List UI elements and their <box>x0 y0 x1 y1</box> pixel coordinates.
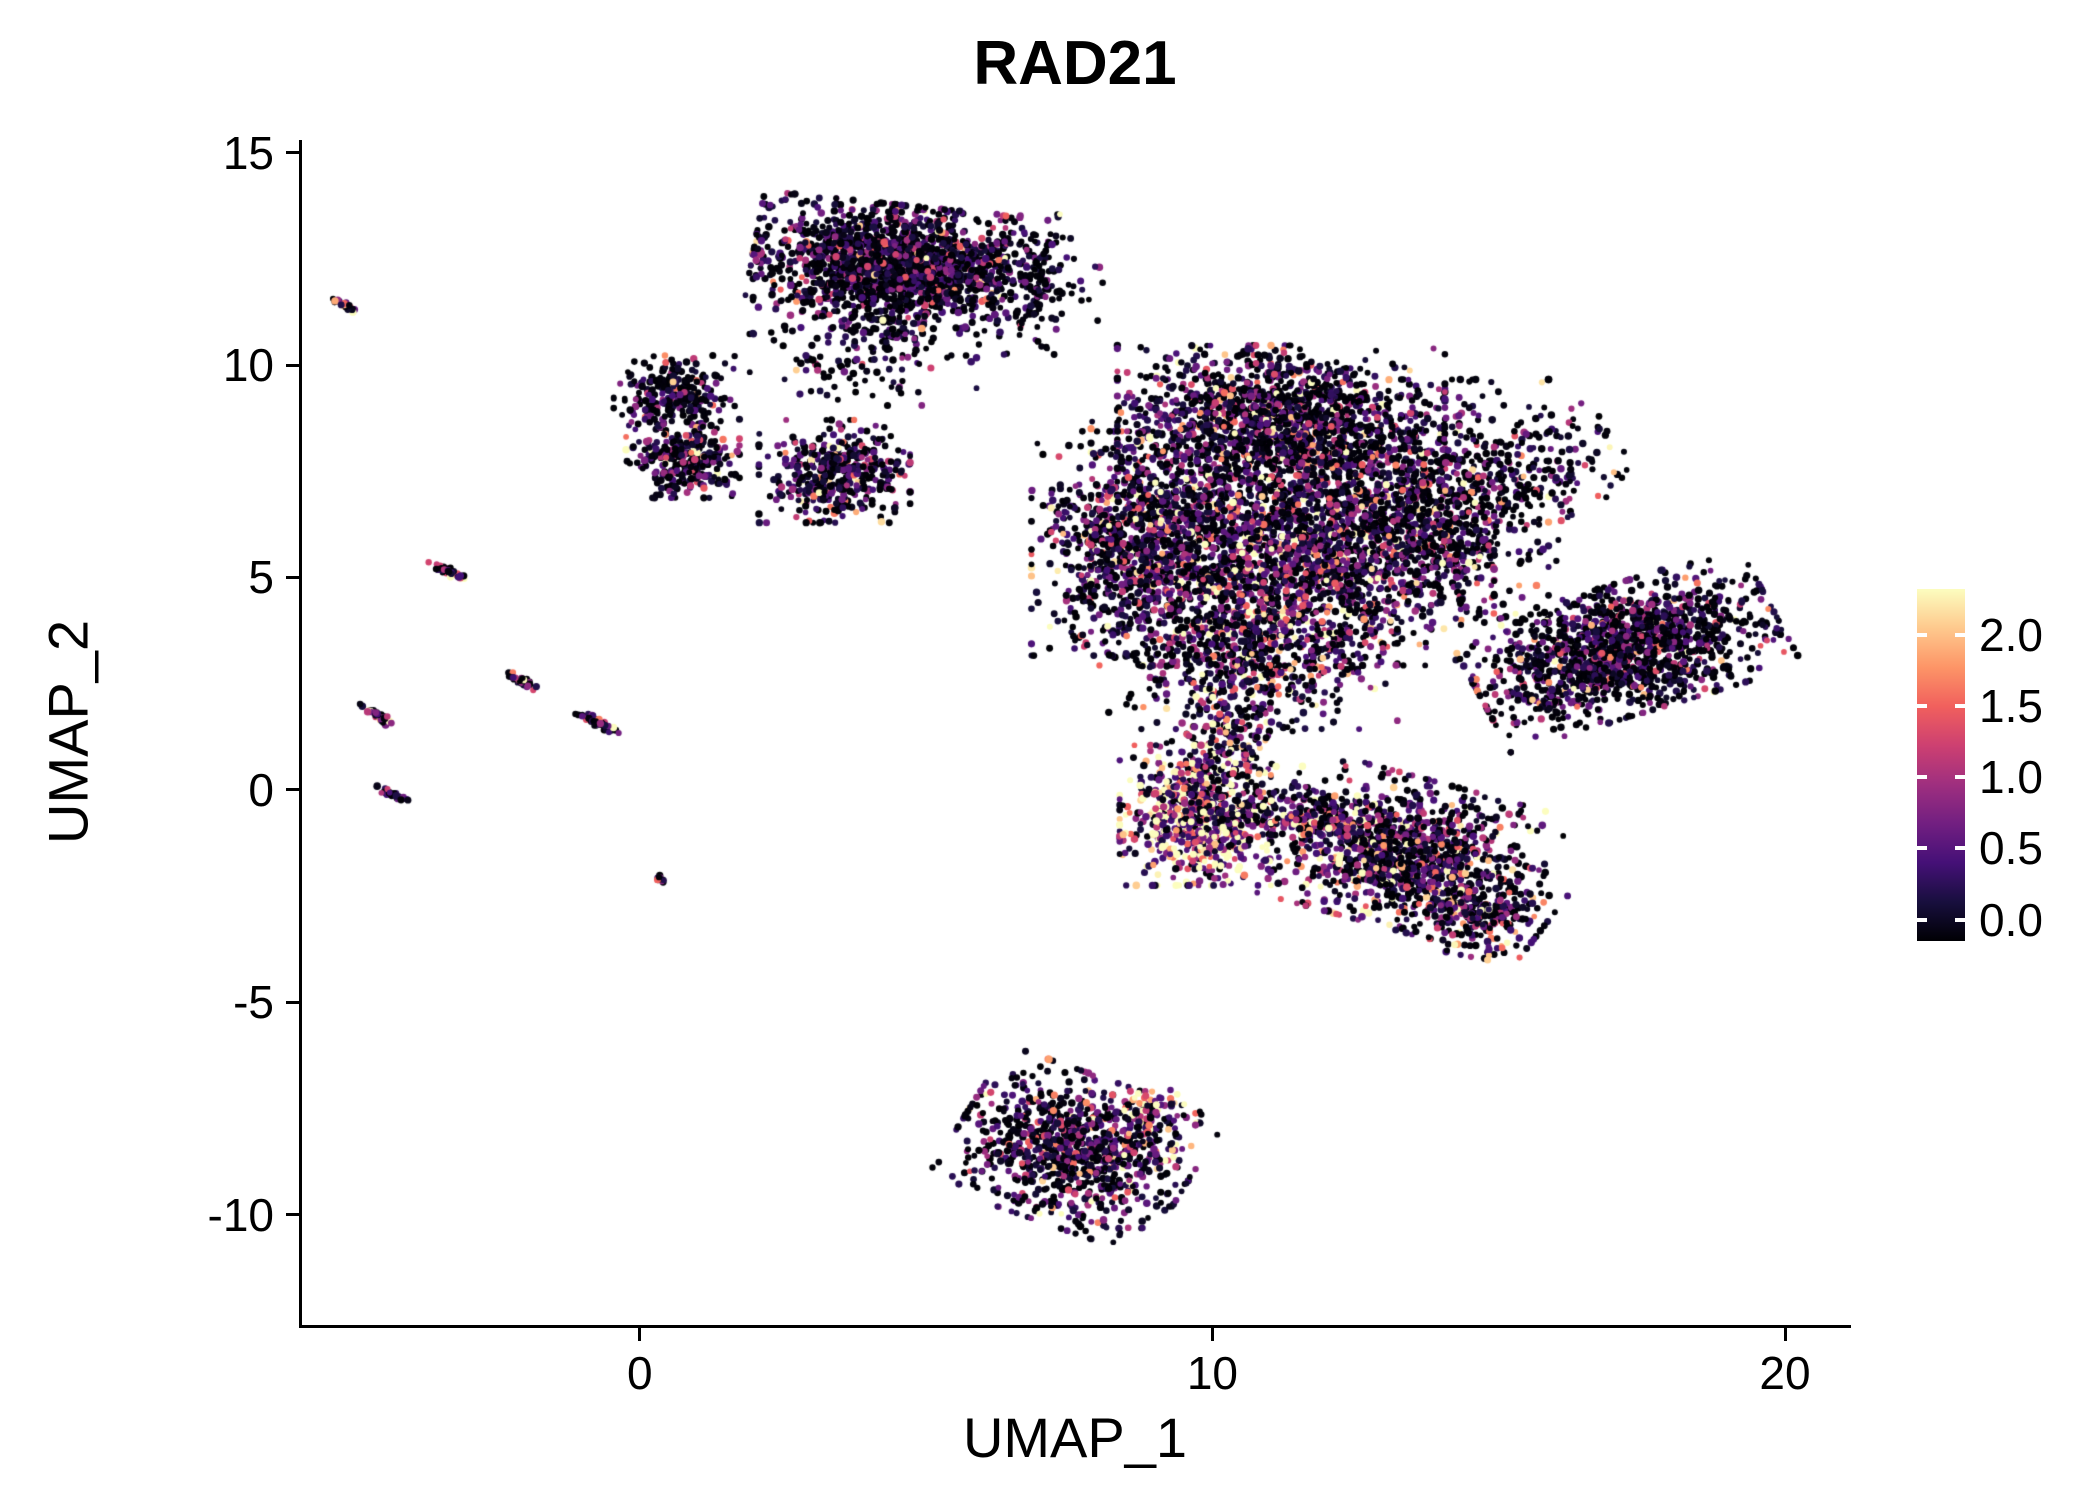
legend-tick-label: 0.0 <box>1979 893 2043 946</box>
plot-title: RAD21 <box>973 29 1177 98</box>
y-tick-mark <box>286 575 299 579</box>
legend-tick-mark <box>1955 632 1965 637</box>
y-tick-label: 5 <box>248 551 274 604</box>
x-tick-mark <box>1210 1328 1214 1341</box>
x-tick-label: 10 <box>1186 1347 1238 1399</box>
legend-tick-mark <box>1955 775 1965 780</box>
x-axis-title: UMAP_1 <box>962 1406 1188 1469</box>
y-tick-label: 15 <box>222 126 274 179</box>
y-tick-label: -5 <box>233 976 274 1029</box>
legend-tick-mark <box>1917 846 1927 851</box>
legend-tick-mark <box>1955 917 1965 922</box>
legend-tick-mark <box>1917 703 1927 708</box>
legend-tick-mark <box>1917 775 1927 780</box>
y-tick-mark <box>286 1000 299 1004</box>
y-tick-mark <box>286 788 299 792</box>
legend-tick-label: 0.5 <box>1979 822 2043 875</box>
y-tick-mark <box>286 151 299 155</box>
x-tick-label: 0 <box>627 1347 653 1399</box>
y-tick-label: 0 <box>248 763 274 816</box>
legend-tick-mark <box>1955 703 1965 708</box>
y-tick-label: -10 <box>207 1188 274 1241</box>
legend-tick-mark <box>1955 846 1965 851</box>
legend-tick-label: 1.5 <box>1979 679 2043 732</box>
color-legend: 2.0 1.5 1.0 0.5 0.0 <box>1900 560 2100 980</box>
x-axis-line <box>302 1325 1851 1328</box>
y-axis-title: UMAP_2 <box>36 619 100 845</box>
legend-tick-label: 1.0 <box>1979 751 2043 804</box>
y-tick-label: 10 <box>222 339 274 392</box>
x-tick-mark <box>638 1328 642 1341</box>
legend-tick-mark <box>1917 917 1927 922</box>
y-tick-mark <box>286 1213 299 1217</box>
legend-tick-label: 2.0 <box>1979 608 2043 661</box>
y-axis-line <box>299 140 302 1328</box>
x-tick-mark <box>1783 1328 1787 1341</box>
x-tick-label: 20 <box>1759 1347 1811 1399</box>
y-tick-mark <box>286 363 299 367</box>
legend-gradient-bar <box>1917 589 1965 941</box>
legend-tick-mark <box>1917 632 1927 637</box>
